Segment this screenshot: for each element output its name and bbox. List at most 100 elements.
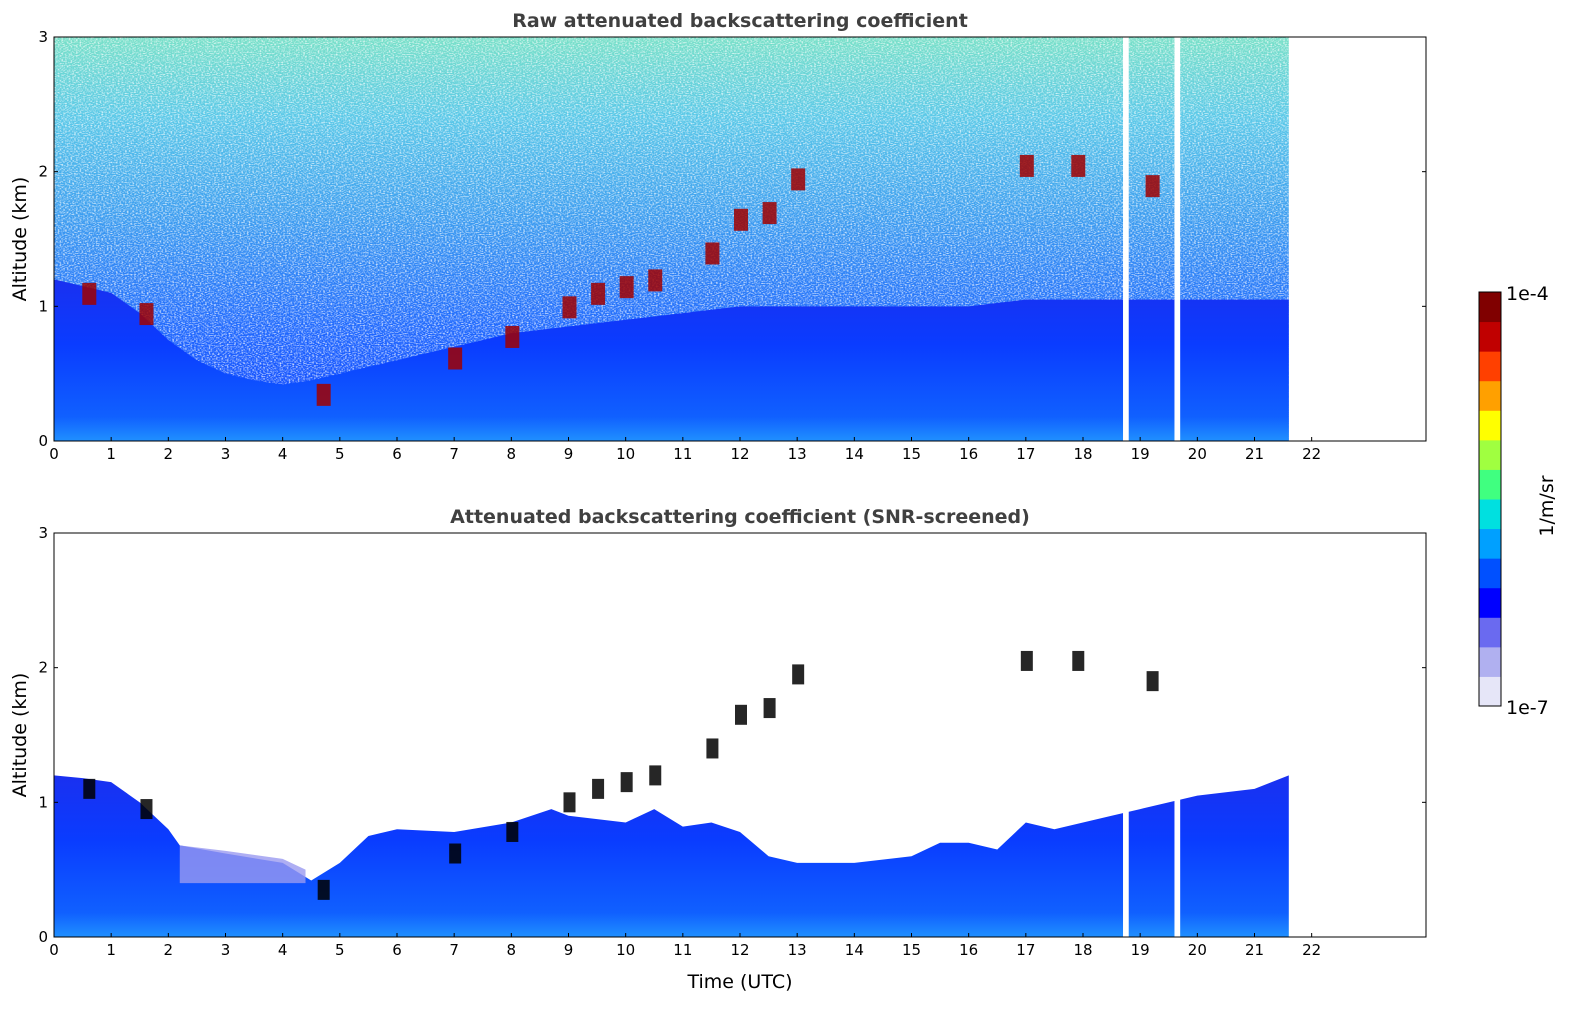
colorbar-band — [1479, 321, 1501, 352]
y-tick-label: 1 — [38, 793, 48, 811]
x-tick-label: 21 — [1245, 941, 1264, 959]
raw-x-axis: 0 1 2 3 4 5 6 7 8 9 10 11 12 13 14 15 16 17 18 19 20 21 22 — [49, 437, 1321, 463]
x-axis-label: Time (UTC) — [686, 971, 792, 993]
x-tick-label: 17 — [1016, 445, 1035, 463]
x-tick-label: 20 — [1188, 445, 1207, 463]
cloud-patch — [1072, 650, 1085, 671]
x-tick-label: 14 — [845, 445, 864, 463]
x-tick-label: 21 — [1245, 445, 1264, 463]
cloud-patch — [82, 282, 97, 305]
x-tick-label: 12 — [730, 941, 749, 959]
x-tick-label: 5 — [335, 445, 345, 463]
x-tick-label: 9 — [564, 941, 574, 959]
colorbar: 1e-4 1e-7 1/m/sr — [1478, 283, 1558, 719]
cloud-patch — [449, 843, 462, 864]
x-tick-label: 10 — [616, 445, 635, 463]
x-tick-label: 16 — [959, 941, 978, 959]
cloud-patch — [705, 242, 720, 265]
colorbar-band — [1479, 292, 1501, 323]
data-gap — [1174, 533, 1181, 937]
x-tick-label: 15 — [902, 445, 921, 463]
raw-heatmap — [54, 37, 1289, 441]
x-tick-label: 3 — [221, 445, 231, 463]
colorbar-band — [1479, 410, 1501, 441]
cloud-patch — [735, 704, 747, 725]
colorbar-band — [1479, 380, 1501, 411]
y-tick-label: 2 — [38, 659, 48, 677]
screened-panel-title: Attenuated backscattering coefficient (S… — [450, 506, 1030, 528]
y-tick-label: 0 — [38, 928, 48, 946]
raw-y-axis-label: Altitude (km) — [9, 177, 31, 302]
colorbar-band — [1479, 351, 1501, 382]
x-tick-label: 7 — [449, 445, 459, 463]
data-gap — [1174, 37, 1181, 441]
x-tick-label: 16 — [959, 445, 978, 463]
y-tick-label: 3 — [38, 28, 48, 46]
raw-y-axis: 0 1 2 3 — [38, 28, 1426, 450]
cloud-patch — [762, 202, 777, 225]
cloud-patch — [649, 765, 662, 786]
cloud-patch — [83, 778, 96, 799]
x-tick-label: 20 — [1188, 941, 1207, 959]
cloud-patch — [1071, 154, 1086, 177]
screened-y-axis-label: Altitude (km) — [9, 673, 31, 798]
cloud-patch — [619, 276, 634, 299]
cloud-patch — [505, 325, 520, 348]
screened-y-axis: 0 1 2 3 — [38, 524, 1426, 946]
cloud-patch — [317, 879, 330, 900]
x-tick-label: 4 — [278, 445, 288, 463]
data-gap — [1123, 37, 1129, 441]
x-tick-label: 5 — [335, 941, 345, 959]
colorbar-band — [1479, 528, 1501, 559]
cloud-patch — [734, 208, 748, 231]
colorbar-bands — [1479, 292, 1501, 707]
colorbar-band — [1479, 617, 1501, 648]
colorbar-band — [1479, 587, 1501, 618]
y-tick-label: 1 — [38, 297, 48, 315]
x-tick-label: 4 — [278, 941, 288, 959]
screened-boundary-layer — [54, 775, 1289, 937]
x-tick-label: 18 — [1073, 445, 1092, 463]
cloud-patch — [140, 799, 153, 820]
x-tick-label: 0 — [49, 941, 59, 959]
x-tick-label: 22 — [1302, 445, 1321, 463]
y-tick-label: 2 — [38, 163, 48, 181]
x-tick-label: 8 — [507, 941, 517, 959]
cloud-patch — [316, 383, 331, 406]
colorbar-max-label: 1e-4 — [1506, 283, 1549, 305]
cloud-patch — [1020, 650, 1033, 671]
cloud-patch — [592, 778, 605, 799]
x-tick-label: 18 — [1073, 941, 1092, 959]
x-tick-label: 13 — [788, 941, 807, 959]
x-tick-label: 19 — [1131, 445, 1150, 463]
x-tick-label: 0 — [49, 445, 59, 463]
cloud-patch — [448, 347, 463, 370]
colorbar-band — [1479, 499, 1501, 530]
cloud-patch — [1145, 175, 1160, 198]
y-tick-label: 0 — [38, 432, 48, 450]
screened-cloud-layer — [83, 650, 1159, 900]
x-tick-label: 22 — [1302, 941, 1321, 959]
y-tick-label: 3 — [38, 524, 48, 542]
x-tick-label: 10 — [616, 941, 635, 959]
cloud-patch — [792, 664, 805, 685]
raw-boundary-layer — [54, 279, 1289, 441]
cloud-patch — [648, 269, 663, 292]
cloud-patch — [139, 303, 154, 326]
raw-cloud-layer — [82, 154, 1160, 406]
x-tick-label: 8 — [507, 445, 517, 463]
x-tick-label: 14 — [845, 941, 864, 959]
screened-data-gaps — [1123, 533, 1181, 937]
raw-panel: Raw attenuated backscattering coefficien… — [9, 10, 1427, 463]
x-tick-label: 17 — [1016, 941, 1035, 959]
colorbar-min-label: 1e-7 — [1506, 697, 1549, 719]
screened-heatmap — [54, 533, 1289, 937]
cloud-patch — [562, 296, 577, 319]
cloud-patch — [1146, 671, 1159, 692]
x-tick-label: 3 — [221, 941, 231, 959]
x-tick-label: 6 — [392, 445, 402, 463]
x-tick-label: 11 — [673, 941, 692, 959]
cloud-patch — [563, 792, 576, 813]
colorbar-band — [1479, 558, 1501, 589]
cloud-patch — [591, 282, 606, 305]
